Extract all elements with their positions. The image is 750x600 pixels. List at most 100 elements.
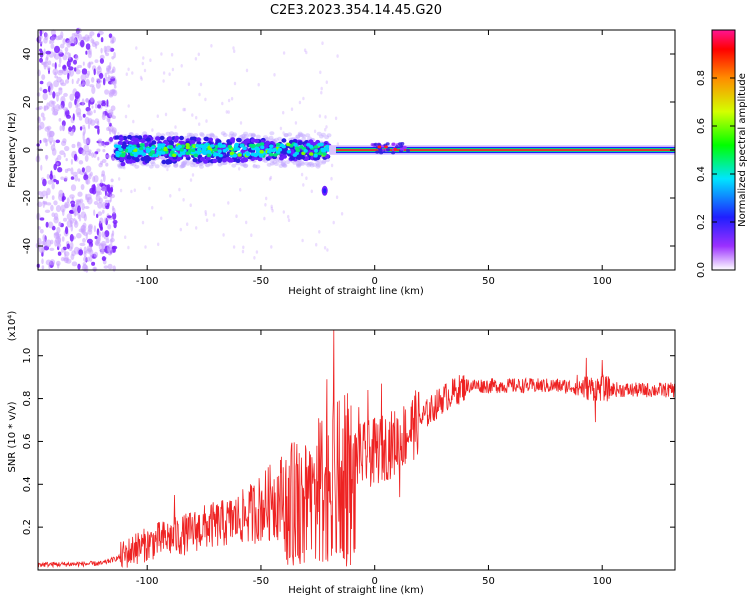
band-halo-point: [229, 131, 235, 136]
noise-point: [77, 211, 80, 220]
faint-point: [168, 72, 171, 76]
faint-point: [320, 161, 323, 166]
band-halo-point: [255, 134, 261, 139]
noise-point: [78, 249, 84, 256]
band-hot-point: [269, 152, 274, 157]
band-halo-point: [280, 162, 286, 166]
noise-point: [57, 251, 62, 256]
faint-point: [257, 82, 260, 87]
faint-point: [212, 213, 216, 217]
noise-point: [82, 238, 86, 243]
noise-point: [93, 109, 96, 114]
faint-point: [157, 242, 160, 247]
band-hot-point: [185, 145, 190, 150]
band-halo-point: [185, 161, 191, 166]
noise-point: [80, 39, 85, 48]
noise-point: [67, 72, 70, 80]
noise-point: [54, 53, 60, 60]
noise-point: [81, 202, 85, 211]
noise-point: [113, 51, 116, 59]
band-halo-point: [150, 161, 156, 166]
noise-point: [39, 87, 43, 91]
band-halo-point: [173, 163, 178, 168]
band-hot-point: [313, 153, 318, 158]
noise-point: [98, 138, 103, 143]
noise-point: [83, 250, 87, 258]
band-halo-point: [181, 162, 187, 167]
noise-point: [62, 38, 66, 45]
noise-point: [110, 178, 114, 183]
band-hot-point: [121, 152, 126, 156]
snr-y-tick-label: 0.6: [22, 433, 33, 449]
band-halo-point: [304, 161, 310, 166]
noise-point: [97, 202, 103, 209]
noise-point: [85, 98, 90, 103]
band-core-point: [145, 137, 151, 142]
noise-point: [76, 66, 79, 70]
band-halo-point: [305, 133, 311, 138]
band-halo-point: [266, 162, 272, 167]
noise-point: [57, 154, 62, 161]
band-core-point: [155, 136, 160, 141]
band-hot-point: [130, 146, 135, 151]
noise-point: [111, 230, 115, 237]
faint-point: [133, 188, 136, 192]
noise-point: [110, 89, 117, 95]
faint-point: [315, 242, 318, 247]
noise-point: [75, 69, 81, 75]
noise-point: [70, 184, 77, 192]
faint-point: [149, 58, 152, 62]
noise-point: [43, 105, 49, 111]
noise-point: [81, 149, 87, 156]
faint-point: [210, 44, 213, 48]
faint-point: [125, 72, 128, 76]
noise-point: [103, 196, 108, 199]
noise-point: [88, 223, 93, 230]
noise-point: [48, 130, 55, 138]
faint-point: [294, 121, 298, 125]
faint-point: [232, 245, 236, 249]
noise-point: [55, 205, 62, 212]
faint-point: [160, 52, 163, 56]
band-halo-point: [240, 134, 246, 139]
noise-point: [58, 118, 62, 122]
snr-x-tick-label: -50: [253, 576, 269, 587]
faint-point: [204, 210, 207, 214]
band-halo-point: [312, 162, 317, 167]
noise-point: [42, 200, 48, 205]
noise-point: [88, 99, 91, 108]
spectrogram-y-tick-label: 20: [22, 96, 33, 109]
noise-point: [42, 92, 48, 101]
noise-point: [111, 212, 117, 220]
band-hot-point: [150, 146, 155, 150]
snr-x-tick-label: 50: [482, 576, 495, 587]
band-hot-point: [197, 147, 202, 152]
band-halo-point: [281, 162, 287, 167]
noise-point: [58, 189, 64, 198]
band-halo-point: [165, 163, 171, 168]
noise-point: [85, 150, 91, 156]
band-hot-point: [299, 145, 304, 149]
noise-point: [89, 119, 96, 126]
noise-point: [45, 239, 52, 248]
band-core-point: [235, 158, 241, 163]
faint-point: [156, 114, 159, 118]
faint-point: [319, 70, 322, 75]
band-hot-point: [185, 143, 190, 147]
faint-point: [233, 49, 236, 53]
band-halo-point: [248, 132, 253, 137]
faint-point: [330, 163, 334, 168]
band-halo-point: [252, 164, 258, 169]
band-core-point: [205, 156, 211, 161]
noise-point: [61, 140, 67, 146]
band-hot-point: [234, 142, 239, 147]
band-hot-point: [217, 149, 222, 153]
noise-point: [93, 251, 99, 258]
band-halo-point: [307, 136, 312, 141]
band-halo-point: [239, 162, 245, 167]
band-hot-point: [172, 153, 177, 158]
band-core-point: [190, 140, 196, 145]
noise-point: [69, 217, 75, 224]
noise-point: [58, 69, 64, 74]
noise-point: [85, 73, 90, 79]
